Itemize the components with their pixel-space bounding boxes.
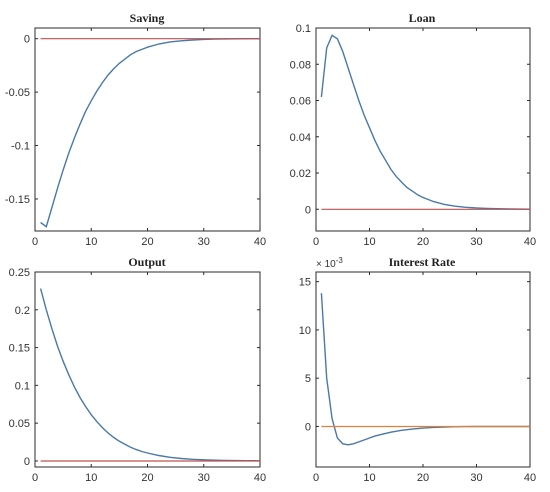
chart-interest-rate-marks: 0 10 20 30 40 0 5 10 15 — [299, 272, 536, 484]
x-tick-label-saving: 40 — [254, 236, 266, 248]
panel-title-loan: Loan — [409, 11, 436, 25]
panel-output: Output — [34, 255, 261, 468]
plot-area-saving — [34, 27, 261, 232]
y-tick-label-interest-rate: 10 — [299, 325, 311, 337]
plot-area-loan — [315, 27, 531, 232]
x-tick-label-interest-rate: 10 — [363, 472, 375, 484]
x-tick-label-loan: 20 — [417, 236, 429, 248]
y-tick-label-output: 0.1 — [15, 380, 30, 392]
x-tick-label-loan: 40 — [524, 236, 536, 248]
x-tick-label-output: 30 — [198, 472, 210, 484]
chart-loan-marks: 0 10 20 30 40 0 0.02 0.04 0.06 0.08 0.1 — [290, 23, 537, 248]
y-tick-label-output: 0.05 — [9, 418, 30, 430]
response-line-saving — [40, 38, 260, 228]
plot-area-output — [34, 271, 261, 468]
x-tick-label-output: 20 — [141, 472, 153, 484]
x-tick-label-saving: 0 — [32, 236, 38, 248]
y-tick-label-loan: 0.06 — [290, 96, 311, 108]
response-line-loan — [320, 34, 531, 210]
x-tick-label-interest-rate: 0 — [313, 472, 319, 484]
x-tick-label-loan: 0 — [313, 236, 319, 248]
y-tick-label-loan: 0.08 — [290, 59, 311, 71]
x-tick-label-interest-rate: 40 — [524, 472, 536, 484]
y-tick-label-output: 0.15 — [9, 343, 30, 355]
panel-interest-rate: Interest Rate × 10-3 — [315, 255, 531, 468]
x-tick-label-loan: 10 — [363, 236, 375, 248]
y-tick-label-saving: -0.05 — [5, 87, 30, 99]
chart-output-marks: 0 10 20 30 40 0 0.05 0.1 0.15 0.2 0.25 — [9, 267, 267, 484]
x-tick-label-loan: 30 — [470, 236, 482, 248]
y-tick-label-saving: -0.15 — [5, 194, 30, 206]
panel-saving: Saving — [34, 11, 261, 232]
y-exponent-base: × 10 — [316, 259, 336, 270]
chart-saving-marks: 0 10 20 30 40 0 -0.05 -0.1 -0.15 — [5, 28, 266, 248]
x-tick-label-interest-rate: 30 — [470, 472, 482, 484]
y-tick-label-interest-rate: 5 — [305, 373, 311, 385]
x-tick-label-output: 10 — [85, 472, 97, 484]
x-tick-label-saving: 20 — [141, 236, 153, 248]
y-tick-label-interest-rate: 0 — [305, 421, 311, 433]
panel-title-saving: Saving — [130, 11, 165, 25]
y-tick-label-output: 0 — [24, 456, 30, 468]
y-tick-label-loan: 0.02 — [290, 168, 311, 180]
x-tick-label-output: 40 — [254, 472, 266, 484]
y-exponent-label: × 10-3 — [316, 256, 343, 270]
x-tick-label-interest-rate: 20 — [417, 472, 429, 484]
y-tick-label-saving: -0.1 — [11, 141, 30, 153]
plot-area-interest-rate — [315, 271, 531, 468]
panel-title-interest-rate: Interest Rate — [389, 255, 456, 269]
y-tick-label-output: 0.2 — [15, 305, 30, 317]
x-tick-label-output: 0 — [32, 472, 38, 484]
y-tick-label-saving: 0 — [24, 34, 30, 46]
y-tick-label-output: 0.25 — [9, 267, 30, 279]
y-tick-label-loan: 0.04 — [290, 132, 311, 144]
y-tick-label-loan: 0.1 — [296, 23, 311, 35]
y-exponent-power: -3 — [336, 256, 344, 265]
y-tick-label-interest-rate: 15 — [299, 277, 311, 289]
x-tick-label-saving: 10 — [85, 236, 97, 248]
response-line-output — [39, 288, 261, 462]
y-tick-label-loan: 0 — [305, 204, 311, 216]
panel-title-output: Output — [128, 255, 165, 269]
x-tick-label-saving: 30 — [198, 236, 210, 248]
